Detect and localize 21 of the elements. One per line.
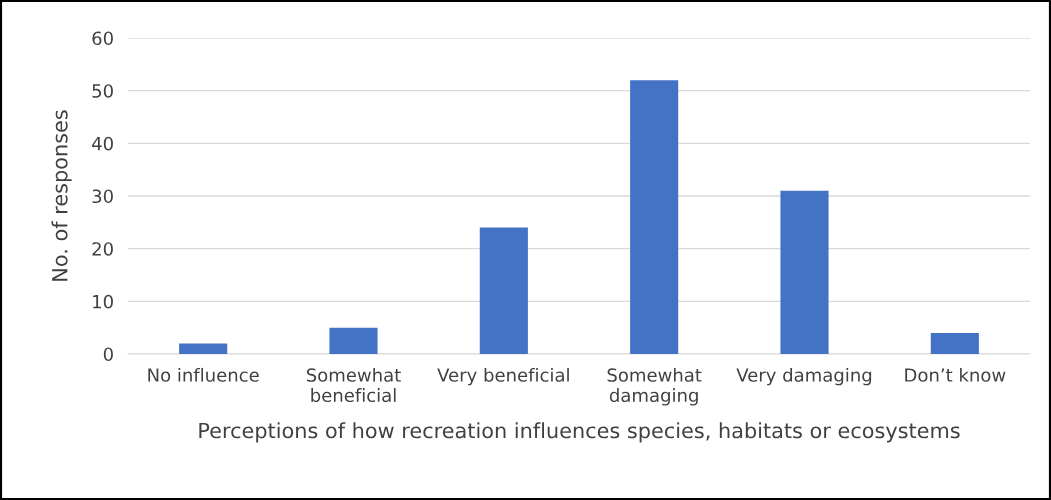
x-tick-label: Don’t know: [905, 367, 1006, 382]
bar: [329, 327, 378, 354]
y-tick-label: 60: [92, 31, 113, 46]
x-axis-title: Perceptions of how recreation influences species, habitats or ecosystems: [199, 422, 960, 443]
x-tick-label: No influence: [148, 367, 259, 382]
y-tick-label: 20: [92, 242, 113, 256]
y-axis-title: No. of responses: [51, 110, 72, 281]
y-tick-label: 10: [93, 294, 113, 309]
x-tick-label: Very damaging: [736, 367, 872, 386]
x-tick-label: Somewhat beneficial: [306, 367, 401, 403]
y-tick-label: 30: [92, 189, 113, 204]
y-tick-label: 50: [92, 84, 113, 98]
bar: [780, 190, 829, 354]
bar: [479, 227, 528, 354]
bar: [179, 343, 228, 354]
y-tick-label: 40: [92, 136, 113, 151]
x-tick-label: Very beneficial: [437, 367, 569, 386]
x-tick-label: Somewhat damaging: [607, 367, 702, 406]
bar: [630, 80, 679, 354]
bar: [930, 332, 979, 354]
y-tick-label: 0: [103, 347, 113, 362]
